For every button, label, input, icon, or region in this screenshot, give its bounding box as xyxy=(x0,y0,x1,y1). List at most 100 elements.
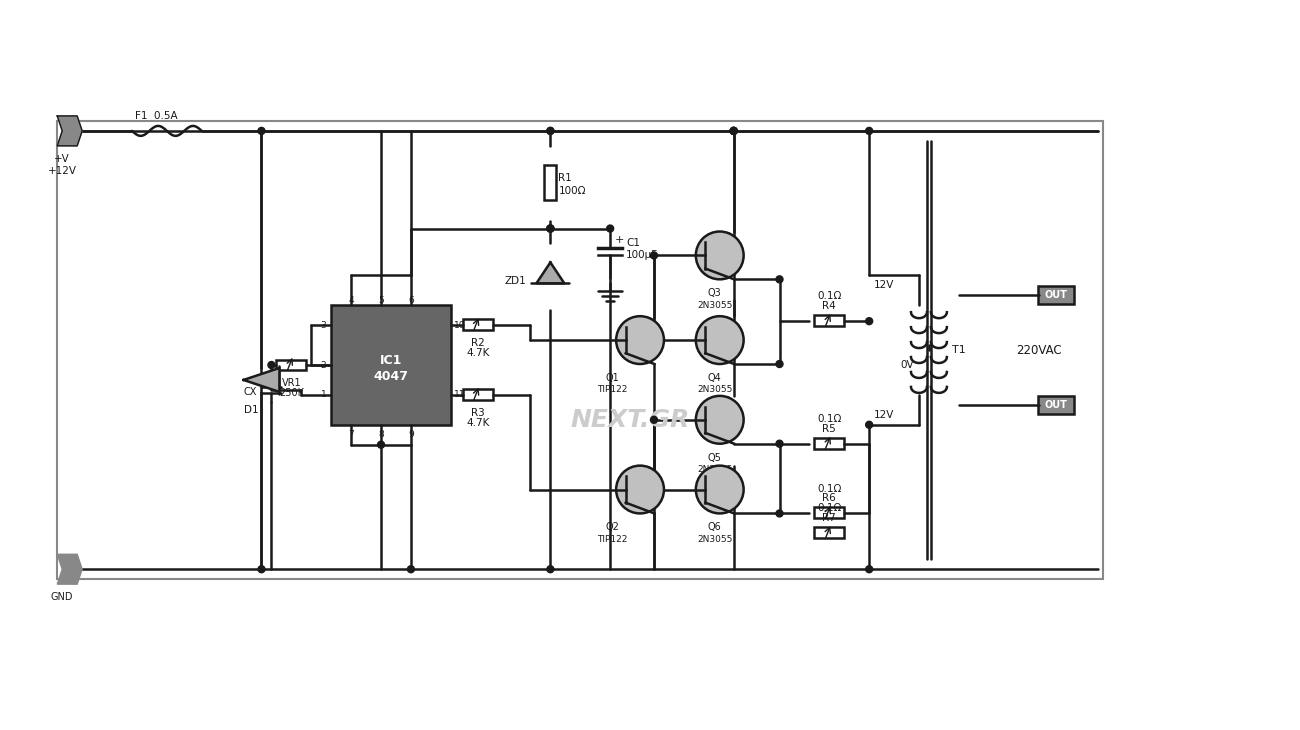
Text: 11: 11 xyxy=(454,391,465,399)
Text: 1: 1 xyxy=(321,391,326,399)
Text: 2N3055: 2N3055 xyxy=(697,535,732,544)
Circle shape xyxy=(547,225,554,232)
Text: 8: 8 xyxy=(378,430,383,439)
Circle shape xyxy=(776,510,783,517)
Text: Q3: Q3 xyxy=(708,288,722,299)
Circle shape xyxy=(257,128,265,134)
Text: 2N3055: 2N3055 xyxy=(697,301,732,310)
Text: D1: D1 xyxy=(244,405,259,415)
Text: +V: +V xyxy=(55,154,70,164)
Text: R4: R4 xyxy=(823,301,836,311)
Circle shape xyxy=(731,128,737,134)
Circle shape xyxy=(866,318,872,325)
Text: 2N3055: 2N3055 xyxy=(697,385,732,394)
Circle shape xyxy=(547,225,554,232)
Text: 100μF: 100μF xyxy=(627,250,658,261)
Bar xyxy=(332,305,451,425)
Text: 2: 2 xyxy=(321,361,326,369)
Text: T1: T1 xyxy=(952,345,966,355)
Text: VR1: VR1 xyxy=(282,378,302,388)
Text: R3: R3 xyxy=(471,408,485,418)
Text: 7: 7 xyxy=(348,430,354,439)
Circle shape xyxy=(650,416,658,423)
Text: R6: R6 xyxy=(823,493,836,504)
Text: 10: 10 xyxy=(454,320,465,330)
Polygon shape xyxy=(57,554,82,584)
Circle shape xyxy=(776,361,783,367)
Circle shape xyxy=(866,566,872,573)
Circle shape xyxy=(650,252,658,259)
Text: 0V: 0V xyxy=(901,360,914,370)
Text: 4.7K: 4.7K xyxy=(465,418,489,428)
Bar xyxy=(545,165,556,199)
Text: OUT: OUT xyxy=(1044,291,1067,300)
Text: +12V: +12V xyxy=(48,166,77,176)
Text: 4.7K: 4.7K xyxy=(465,348,489,358)
Circle shape xyxy=(616,466,664,513)
Text: Q6: Q6 xyxy=(708,523,722,532)
Text: TIP122: TIP122 xyxy=(597,385,628,394)
Text: R1: R1 xyxy=(559,173,572,182)
Circle shape xyxy=(731,128,737,134)
Text: 250K: 250K xyxy=(280,388,304,398)
Text: 4047: 4047 xyxy=(373,370,408,383)
Text: 0.1Ω: 0.1Ω xyxy=(818,483,841,493)
Text: 2N3055: 2N3055 xyxy=(697,465,732,474)
Circle shape xyxy=(776,276,783,283)
Circle shape xyxy=(731,128,737,134)
Circle shape xyxy=(866,128,872,134)
Circle shape xyxy=(377,441,385,448)
Text: C1: C1 xyxy=(627,239,640,248)
Text: R5: R5 xyxy=(823,423,836,434)
Text: IC1: IC1 xyxy=(380,353,402,366)
Text: 0.1Ω: 0.1Ω xyxy=(818,291,841,301)
Bar xyxy=(463,389,493,400)
Circle shape xyxy=(268,361,274,369)
Circle shape xyxy=(547,128,554,134)
Bar xyxy=(814,527,844,538)
Text: 4: 4 xyxy=(348,296,354,304)
Text: 5: 5 xyxy=(378,296,383,304)
Bar xyxy=(463,319,493,330)
Text: Q1: Q1 xyxy=(606,373,619,383)
Text: 220VAC: 220VAC xyxy=(1015,344,1061,356)
Circle shape xyxy=(731,128,737,134)
FancyBboxPatch shape xyxy=(1037,396,1074,414)
Text: 9: 9 xyxy=(408,430,413,439)
Circle shape xyxy=(607,225,614,232)
Circle shape xyxy=(866,421,872,429)
Circle shape xyxy=(696,396,744,444)
Bar xyxy=(814,507,844,518)
Text: OUT: OUT xyxy=(1044,400,1067,410)
Text: 100Ω: 100Ω xyxy=(559,185,586,196)
Polygon shape xyxy=(57,116,82,146)
Circle shape xyxy=(547,225,554,232)
Bar xyxy=(277,360,307,370)
Text: ZD1: ZD1 xyxy=(504,277,526,286)
Text: R7: R7 xyxy=(823,513,836,523)
Circle shape xyxy=(616,316,664,364)
Circle shape xyxy=(547,128,554,134)
Circle shape xyxy=(776,440,783,447)
Text: 6: 6 xyxy=(408,296,413,304)
Text: F1  0.5A: F1 0.5A xyxy=(135,111,178,121)
Circle shape xyxy=(547,566,554,573)
Text: 12V: 12V xyxy=(874,280,894,291)
Circle shape xyxy=(696,466,744,513)
Text: +: + xyxy=(615,236,624,245)
Text: CX: CX xyxy=(243,387,256,397)
Text: Q2: Q2 xyxy=(606,523,619,532)
Text: R2: R2 xyxy=(471,338,485,348)
Text: TIP122: TIP122 xyxy=(597,535,628,544)
Polygon shape xyxy=(537,262,564,283)
Text: 3: 3 xyxy=(321,320,326,330)
Text: 0.1Ω: 0.1Ω xyxy=(818,504,841,513)
FancyBboxPatch shape xyxy=(1037,286,1074,304)
Circle shape xyxy=(696,316,744,364)
Bar xyxy=(814,438,844,449)
Circle shape xyxy=(257,566,265,573)
Polygon shape xyxy=(243,368,280,392)
Text: GND: GND xyxy=(51,592,74,602)
Text: Q4: Q4 xyxy=(708,373,722,383)
Bar xyxy=(57,121,1104,579)
